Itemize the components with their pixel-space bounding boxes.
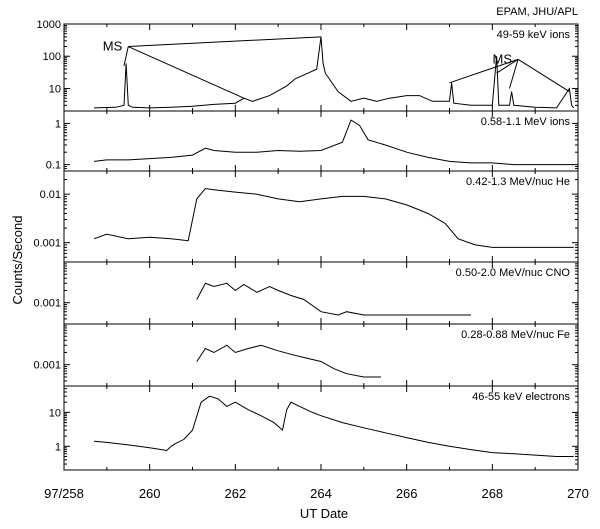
y-tick-label: 10 <box>49 83 61 95</box>
panel-title: 49-59 keV ions <box>497 29 571 41</box>
panel-1: 10 100 1000 49-59 keV ions MS MS <box>37 19 579 112</box>
panel-title: 0.42-1.3 MeV/nuc He <box>466 176 570 188</box>
series-line-1 <box>93 119 574 166</box>
annotation-label: MS <box>493 51 513 66</box>
x-tick-label: 262 <box>224 486 246 501</box>
x-tick-label: 264 <box>310 486 332 501</box>
panel-title: 0.58-1.1 MeV ions <box>481 116 571 128</box>
y-tick-label: 1 <box>55 441 61 453</box>
panel-6: 1 10 46-55 keV electrons <box>49 385 579 471</box>
y-tick-label: 0.01 <box>40 189 61 201</box>
annotation-leader <box>128 36 322 48</box>
y-tick-label: 1000 <box>37 19 61 31</box>
series-line-1 <box>93 36 575 109</box>
panel-2: 0.1 1 0.58-1.1 MeV ions <box>46 110 579 172</box>
annotation-leader <box>517 58 570 93</box>
header-credit: EPAM, JHU/APL <box>496 6 578 18</box>
series-line-1 <box>93 395 574 457</box>
x-tick-label: 268 <box>481 486 503 501</box>
x-axis-label: UT Date <box>300 506 348 521</box>
series-line-1 <box>93 188 574 248</box>
y-axis-label: Counts/Second <box>10 216 25 305</box>
y-tick-label: 0.001 <box>33 298 61 310</box>
annotation-leader <box>449 58 519 84</box>
panels: 10 100 1000 49-59 keV ions MS MS 0.1 1 0.58-1.1 … <box>33 19 579 471</box>
y-tick-label: 0.001 <box>33 238 61 250</box>
y-tick-label: 0.1 <box>46 160 61 172</box>
annotation-label: MS <box>103 39 123 54</box>
annotation-leader <box>496 58 519 74</box>
annotation-leader <box>508 59 519 89</box>
y-tick-label: 10 <box>49 407 61 419</box>
x-tick-label: 266 <box>396 486 418 501</box>
panel-title: 0.28-0.88 MeV/nuc Fe <box>461 329 570 341</box>
x-tick-label: 260 <box>139 486 161 501</box>
panel-4: 0.001 0.50-2.0 MeV/nuc CNO <box>33 261 579 325</box>
panel-title: 46-55 keV electrons <box>472 391 570 403</box>
panel-5: 0.001 0.28-0.88 MeV/nuc Fe <box>33 323 579 387</box>
series-line-1 <box>196 344 381 378</box>
panel-title: 0.50-2.0 MeV/nuc CNO <box>456 267 571 279</box>
y-tick-label: 0.001 <box>33 360 61 372</box>
x-tick-label: 270 <box>567 486 589 501</box>
x-tick-label: 97/258 <box>44 486 84 501</box>
annotation-leader <box>123 46 129 67</box>
panel-3: 0.001 0.01 0.42-1.3 MeV/nuc He <box>33 170 579 263</box>
series-line-1 <box>196 282 471 316</box>
y-tick-label: 1 <box>55 118 61 130</box>
x-axis: 97/258 260 262 264 266 268 270 <box>44 486 589 501</box>
y-tick-label: 100 <box>43 51 61 63</box>
annotation-leader <box>128 46 245 99</box>
